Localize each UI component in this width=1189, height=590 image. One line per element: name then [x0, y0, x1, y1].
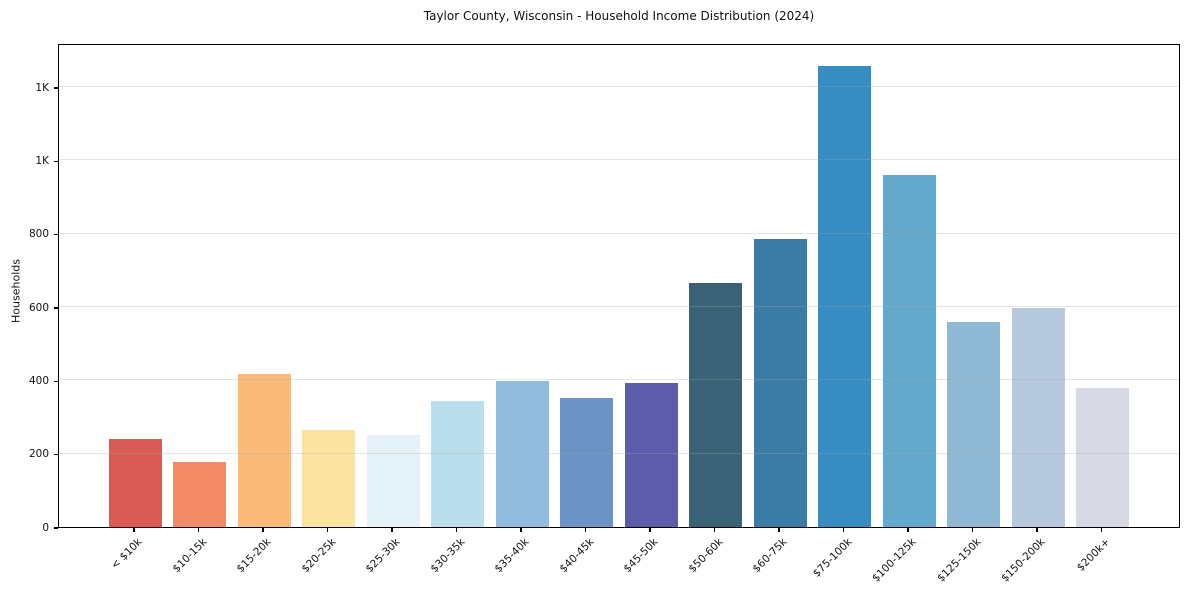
y-tick-label: 400 [28, 374, 49, 387]
x-tick-mark [391, 528, 393, 532]
plot-area [58, 44, 1180, 528]
bar-40-45k [560, 397, 613, 527]
bar-50-60k [689, 282, 742, 527]
x-tick-mark [971, 528, 974, 532]
x-tick-mark [455, 528, 458, 532]
x-tick-mark [1036, 528, 1038, 532]
gridline-1000 [59, 159, 1179, 161]
y-tick-mark [54, 380, 58, 382]
x-tick-mark [133, 528, 135, 532]
x-tick-mark [778, 528, 780, 532]
y-tick-mark [54, 307, 58, 309]
x-tick-mark [520, 528, 522, 532]
gridline-1200 [59, 86, 1179, 87]
gridline-800 [59, 232, 1179, 234]
x-tick-mark [907, 528, 909, 532]
y-tick-mark [54, 527, 58, 529]
y-tick-mark [54, 160, 58, 162]
x-tick-mark [713, 528, 716, 532]
y-tick-label: 1K [35, 154, 49, 167]
bar-15-20k [237, 373, 291, 527]
bar-20-25k [302, 430, 355, 527]
y-tick-mark [54, 454, 58, 456]
bar-60-75k [753, 238, 807, 527]
chart-title: Taylor County, Wisconsin - Household Inc… [423, 9, 815, 23]
bar-10k [108, 439, 162, 527]
y-tick-label: 800 [28, 228, 49, 241]
y-tick-label: 200 [28, 448, 49, 461]
x-tick-mark [197, 528, 200, 532]
y-tick-mark [54, 87, 58, 89]
y-tick-label: 1K [35, 81, 49, 94]
bar-200k+ [1076, 388, 1129, 527]
bar-10-15k [173, 461, 226, 527]
gridline-400 [59, 379, 1179, 381]
x-tick-mark [842, 528, 845, 532]
bar-75-100k [818, 66, 871, 527]
bar-150-200k [1011, 307, 1065, 527]
y-tick-label: 0 [42, 521, 49, 534]
bar-125-150k [947, 321, 1000, 527]
gridline-600 [59, 306, 1179, 307]
x-tick-mark [584, 528, 587, 532]
bar-25-30k [366, 435, 420, 527]
y-tick-label: 600 [28, 301, 49, 314]
bar-100-125k [882, 175, 936, 527]
bar-45-50k [624, 383, 678, 527]
x-tick-mark [1100, 528, 1103, 532]
x-tick-mark [326, 528, 329, 532]
bar-35-40k [495, 381, 549, 527]
gridline-200 [59, 452, 1179, 454]
x-tick-label: < $10k [108, 536, 145, 572]
x-tick-mark [649, 528, 651, 532]
y-tick-mark [54, 234, 58, 236]
x-tick-mark [262, 528, 264, 532]
bar-30-35k [431, 401, 484, 527]
